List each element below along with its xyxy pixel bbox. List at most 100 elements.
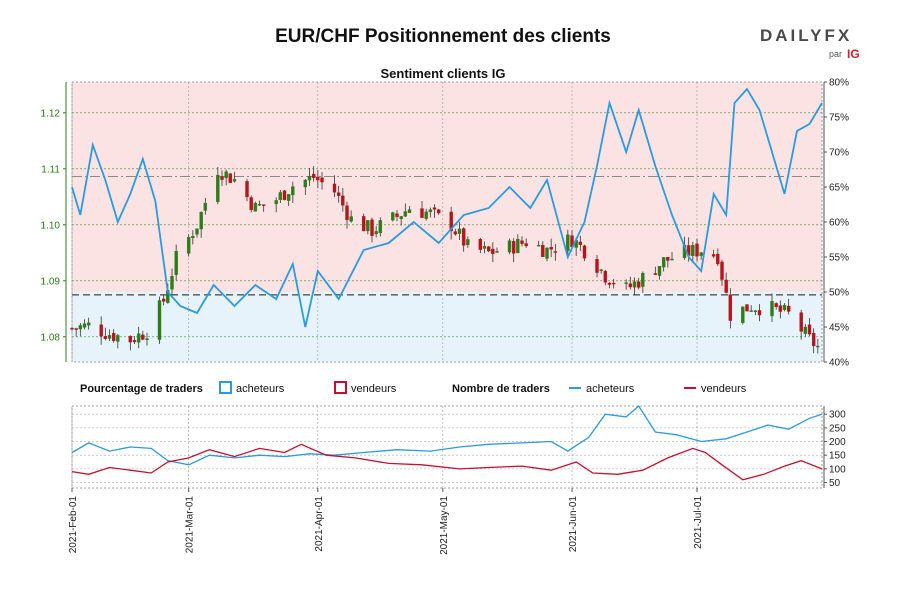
candle-down (103, 336, 108, 339)
legend-pct-buyers-swatch (219, 381, 232, 394)
candle-down (332, 183, 337, 193)
candle-down (461, 228, 466, 246)
candle-down (636, 281, 641, 288)
percent-tick-label: 65% (829, 183, 849, 194)
count-gridlines (71, 405, 823, 489)
candle-down (316, 176, 320, 181)
count-panel-border (71, 405, 823, 489)
candle-down (578, 241, 583, 245)
candle-down (486, 246, 491, 252)
candle-up (749, 310, 753, 312)
candle-up (770, 301, 774, 317)
percent-tick-label: 70% (829, 148, 849, 159)
candle-up (186, 237, 191, 254)
candle-up (224, 171, 228, 179)
sellers-count-line (71, 443, 823, 481)
price-tick-label: 1.09 (41, 276, 61, 287)
candle-up (782, 304, 787, 310)
candlestick-series (70, 166, 820, 354)
candle-down (453, 231, 458, 235)
sellers-area (72, 82, 822, 292)
candle-up (82, 323, 87, 328)
trader-count-panel: 50 100 150 200 250 300 (71, 405, 846, 489)
candle-down (524, 243, 528, 247)
buyers-percent-line (71, 87, 823, 328)
candle-down (653, 273, 658, 275)
legend-pct-title: Pourcentage de traders (80, 383, 203, 395)
percent-axis: 40% 45% 50% 55% 60% 65% 70% 75% 80% (823, 78, 849, 369)
dailyfx-logo: DAILYFX par IG (760, 26, 860, 61)
count-tick-label: 150 (829, 451, 846, 462)
candle-up (457, 228, 462, 234)
candle-down (724, 279, 728, 293)
candle-up (191, 236, 195, 239)
candle-up (378, 220, 383, 234)
main-panel-border (71, 81, 823, 363)
candle-up (349, 216, 353, 222)
candle-up (691, 245, 695, 257)
candle-up (307, 175, 312, 181)
candle-down (799, 312, 803, 332)
candle-down (778, 305, 783, 312)
legend-count-buyers-label: acheteurs (586, 383, 635, 395)
candle-down (491, 248, 495, 254)
candle-down (395, 213, 399, 217)
date-tick-label: 2021-Mar-01 (185, 496, 196, 554)
candle-up (641, 273, 645, 287)
percent-tick-label: 45% (829, 323, 849, 334)
legend: Pourcentage de traders acheteurs vendeur… (80, 381, 747, 395)
candle-up (699, 252, 703, 256)
candle-up (157, 300, 162, 340)
price-tick-label: 1.11 (41, 164, 60, 175)
candle-down (607, 282, 612, 285)
logo-brand-text: IG (847, 47, 860, 61)
candle-up (753, 310, 758, 312)
candle-down (70, 327, 74, 330)
candle-down (99, 324, 103, 337)
candle-up (403, 211, 408, 217)
count-tick-label: 200 (829, 437, 846, 448)
candle-up (116, 335, 120, 342)
candle-up (374, 231, 378, 235)
candle-up (545, 247, 549, 259)
candle-up (199, 211, 203, 230)
date-tick-label: 2021-Feb-01 (68, 496, 79, 554)
price-axis: 1.08 1.09 1.10 1.11 1.12 (41, 82, 67, 362)
candle-down (595, 259, 599, 273)
candle-up (566, 234, 570, 251)
candle-up (466, 239, 470, 246)
percent-tick-label: 80% (829, 78, 849, 89)
candle-down (603, 271, 608, 283)
buyers-count-line (71, 405, 823, 466)
percent-tick-label: 50% (829, 288, 849, 299)
count-tick-label: 300 (829, 410, 846, 421)
date-tick-label: 2021-Apr-01 (314, 496, 325, 552)
candle-down (261, 204, 266, 206)
candle-down (336, 192, 341, 196)
candle-down (611, 282, 616, 285)
candle-down (728, 294, 733, 321)
candle-up (170, 276, 174, 290)
candle-down (774, 303, 778, 307)
candle-down (370, 219, 374, 236)
candle-up (661, 257, 666, 268)
candle-down (628, 283, 633, 288)
candle-up (632, 281, 637, 288)
candle-up (291, 186, 295, 196)
chart-subtitle: Sentiment clients IG (381, 66, 506, 81)
candle-down (811, 332, 816, 347)
candle-down (341, 195, 345, 206)
candle-up (495, 251, 499, 253)
candle-up (482, 246, 487, 249)
count-axis: 50 100 150 200 250 300 (823, 406, 846, 489)
candle-down (511, 241, 516, 254)
candle-up (278, 192, 283, 200)
date-tick-label: 2021-May-01 (439, 496, 450, 555)
candle-down (345, 205, 349, 220)
count-tick-label: 50 (829, 478, 841, 489)
date-axis: 2021-Feb-01 2021-Mar-01 2021-Apr-01 2021-Ma… (68, 488, 704, 555)
candle-down (449, 211, 453, 232)
percent-tick-label: 40% (829, 358, 849, 369)
